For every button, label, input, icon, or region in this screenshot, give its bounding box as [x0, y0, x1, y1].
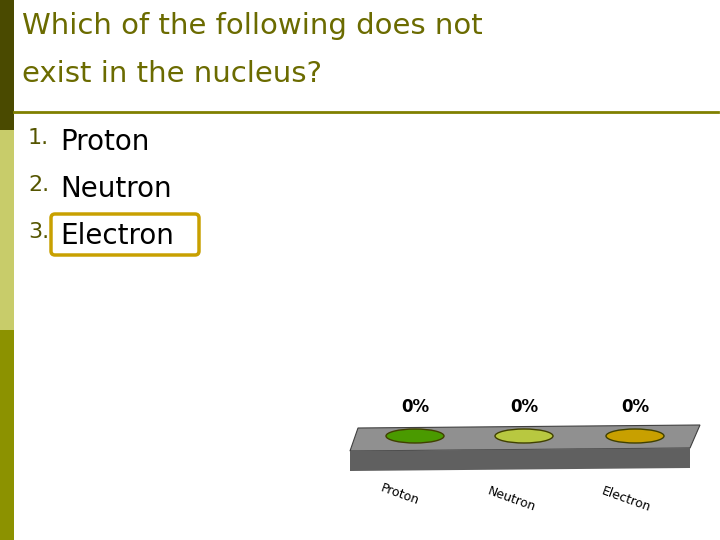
- Text: Neutron: Neutron: [60, 175, 171, 203]
- Text: Proton: Proton: [379, 482, 421, 508]
- Text: Which of the following does not: Which of the following does not: [22, 12, 482, 40]
- Bar: [0, 0, 14, 130]
- Text: Neutron: Neutron: [486, 485, 538, 515]
- Polygon shape: [350, 425, 700, 451]
- Ellipse shape: [606, 429, 664, 443]
- Text: 1.: 1.: [28, 128, 49, 148]
- Text: exist in the nucleus?: exist in the nucleus?: [22, 60, 322, 88]
- Polygon shape: [350, 448, 690, 471]
- Text: Electron: Electron: [60, 222, 174, 250]
- Text: 0%: 0%: [401, 398, 429, 416]
- Text: 2.: 2.: [28, 175, 49, 195]
- Bar: [0, 130, 14, 330]
- Text: 3.: 3.: [28, 222, 49, 242]
- Ellipse shape: [495, 429, 553, 443]
- Text: Proton: Proton: [60, 128, 149, 156]
- Text: Electron: Electron: [600, 485, 652, 515]
- Text: 0%: 0%: [621, 398, 649, 416]
- Ellipse shape: [386, 429, 444, 443]
- Bar: [0, 330, 14, 540]
- Text: 0%: 0%: [510, 398, 538, 416]
